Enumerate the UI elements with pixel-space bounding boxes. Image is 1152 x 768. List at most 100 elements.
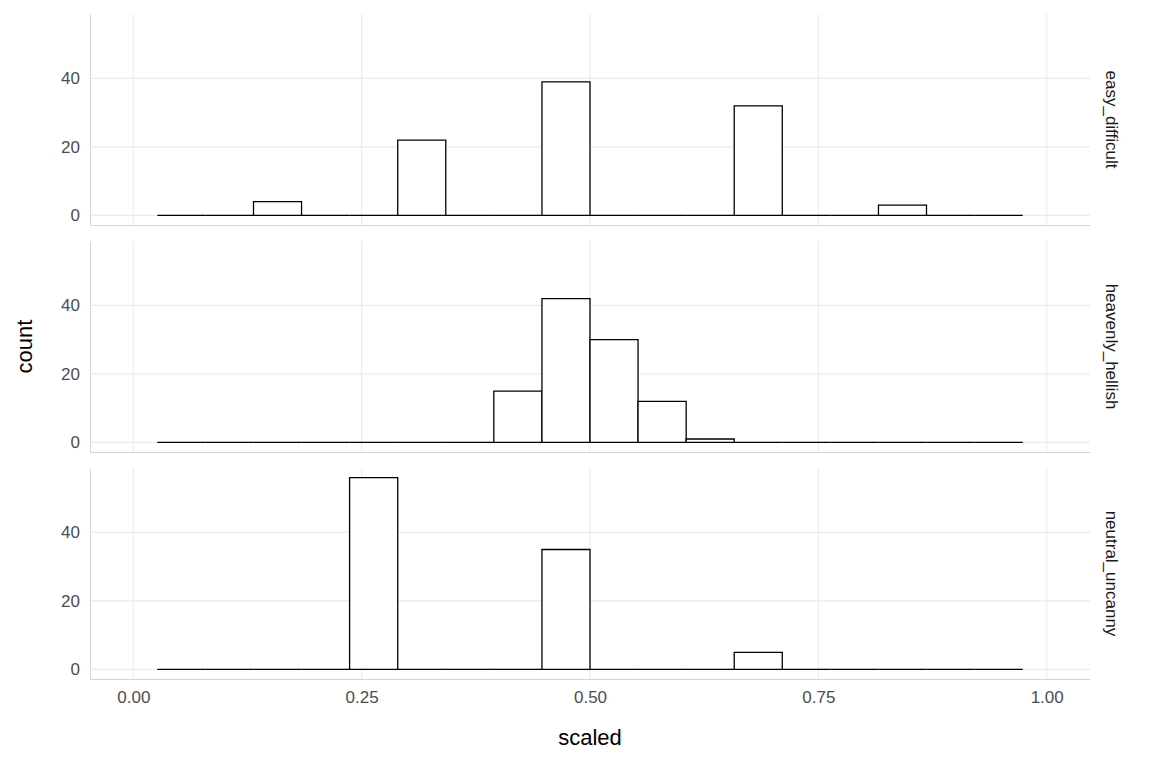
histogram-bar (157, 442, 205, 443)
histogram-bar (302, 215, 350, 216)
axis-line (90, 15, 91, 226)
histogram-bar (350, 442, 398, 443)
tick: 20 (61, 365, 90, 384)
histogram-bar (542, 550, 590, 670)
grid-line (361, 241, 362, 452)
histogram-bar (590, 669, 638, 670)
panel: 020400.000.250.500.751.00neutral_uncanny (61, 468, 1120, 707)
axis-line (91, 679, 1091, 680)
histogram-bar (878, 442, 926, 443)
x-axis (91, 452, 1091, 454)
facet-label: easy_difficult (1102, 71, 1121, 169)
histogram-bar (878, 205, 926, 215)
histogram-bar (782, 669, 830, 670)
tick-label: 0.75 (802, 688, 835, 707)
tick-label: 1.00 (1031, 688, 1064, 707)
bars (157, 299, 1022, 443)
tick: 40 (61, 296, 90, 315)
panel: 0 20 40 heavenly_hellish (61, 241, 1120, 453)
tick: 0 (71, 433, 90, 452)
grid-line (818, 241, 819, 452)
tick-label: 40 (61, 523, 80, 542)
histogram-bar (494, 669, 542, 670)
grid-line (90, 532, 1090, 533)
y-axis: 0 20 40 (61, 15, 90, 226)
histogram-bar (782, 442, 830, 443)
tick: 20 (61, 138, 90, 157)
grid-line (818, 14, 819, 225)
histogram-bar (494, 391, 542, 442)
tick-label: 20 (61, 138, 80, 157)
histogram-bar (542, 82, 590, 216)
histogram-bar (830, 669, 878, 670)
tick-label: 40 (61, 296, 80, 315)
grid-line (90, 78, 1090, 79)
histogram-bar (542, 299, 590, 443)
grid (90, 14, 1090, 225)
x-axis: 0.000.250.500.751.00 (91, 679, 1091, 707)
histogram-bar (302, 669, 350, 670)
tick: 1.00 (1031, 679, 1064, 707)
grid-line (90, 669, 1090, 670)
grid-line (1046, 241, 1047, 452)
histogram-bar (638, 669, 686, 670)
histogram-bar (878, 669, 926, 670)
histogram-bar (734, 652, 782, 669)
grid-line (361, 14, 362, 225)
histogram-bar (398, 442, 446, 443)
y-axis-title: count (12, 320, 37, 374)
histogram-bar (830, 215, 878, 216)
bars (157, 82, 1022, 216)
histogram-bar (926, 442, 974, 443)
histogram-bar (350, 215, 398, 216)
tick: 40 (61, 523, 90, 542)
histogram-bar (686, 215, 734, 216)
tick-label: 0 (71, 433, 80, 452)
histogram-bar (686, 669, 734, 670)
bars (157, 478, 1022, 670)
histogram-bar (975, 669, 1023, 670)
tick-label: 0.00 (117, 688, 150, 707)
tick: 0.75 (802, 679, 835, 707)
histogram-bar (975, 442, 1023, 443)
histogram-bar (590, 215, 638, 216)
facet-label: neutral_uncanny (1102, 511, 1121, 637)
panel: 0 20 40 easy_difficult (61, 14, 1120, 226)
tick-label: 20 (61, 592, 80, 611)
histogram-bar (926, 215, 974, 216)
grid-line (90, 215, 1090, 216)
histogram-bar (254, 669, 302, 670)
tick-label: 0 (71, 660, 80, 679)
grid-line (133, 14, 134, 225)
histogram-bar (734, 442, 782, 443)
tick-label: 0.25 (346, 688, 379, 707)
histogram-bar (205, 215, 253, 216)
tick: 0.00 (117, 679, 150, 707)
facet-label: heavenly_hellish (1102, 284, 1121, 410)
histogram-bar (157, 669, 205, 670)
grid (90, 468, 1090, 679)
histogram-bar (446, 215, 494, 216)
histogram-bar (302, 442, 350, 443)
histogram-bar (398, 140, 446, 215)
tick-label: 20 (61, 365, 80, 384)
tick: 0.25 (346, 679, 379, 707)
histogram-bar (590, 340, 638, 443)
tick: 0 (71, 660, 90, 679)
tick: 0 (71, 206, 90, 225)
histogram-bar (734, 106, 782, 216)
tick-label: 0 (71, 206, 80, 225)
histogram-bar (494, 215, 542, 216)
tick-label: 40 (61, 69, 80, 88)
grid-line (133, 241, 134, 452)
grid-line (818, 468, 819, 679)
histogram-bar (975, 215, 1023, 216)
axis-line (90, 242, 91, 453)
histogram-bar (350, 478, 398, 670)
histogram-bar (446, 669, 494, 670)
histogram-bar (686, 439, 734, 442)
grid (90, 241, 1090, 452)
histogram-bar (446, 442, 494, 443)
x-axis (91, 225, 1091, 227)
histogram-bar (926, 669, 974, 670)
